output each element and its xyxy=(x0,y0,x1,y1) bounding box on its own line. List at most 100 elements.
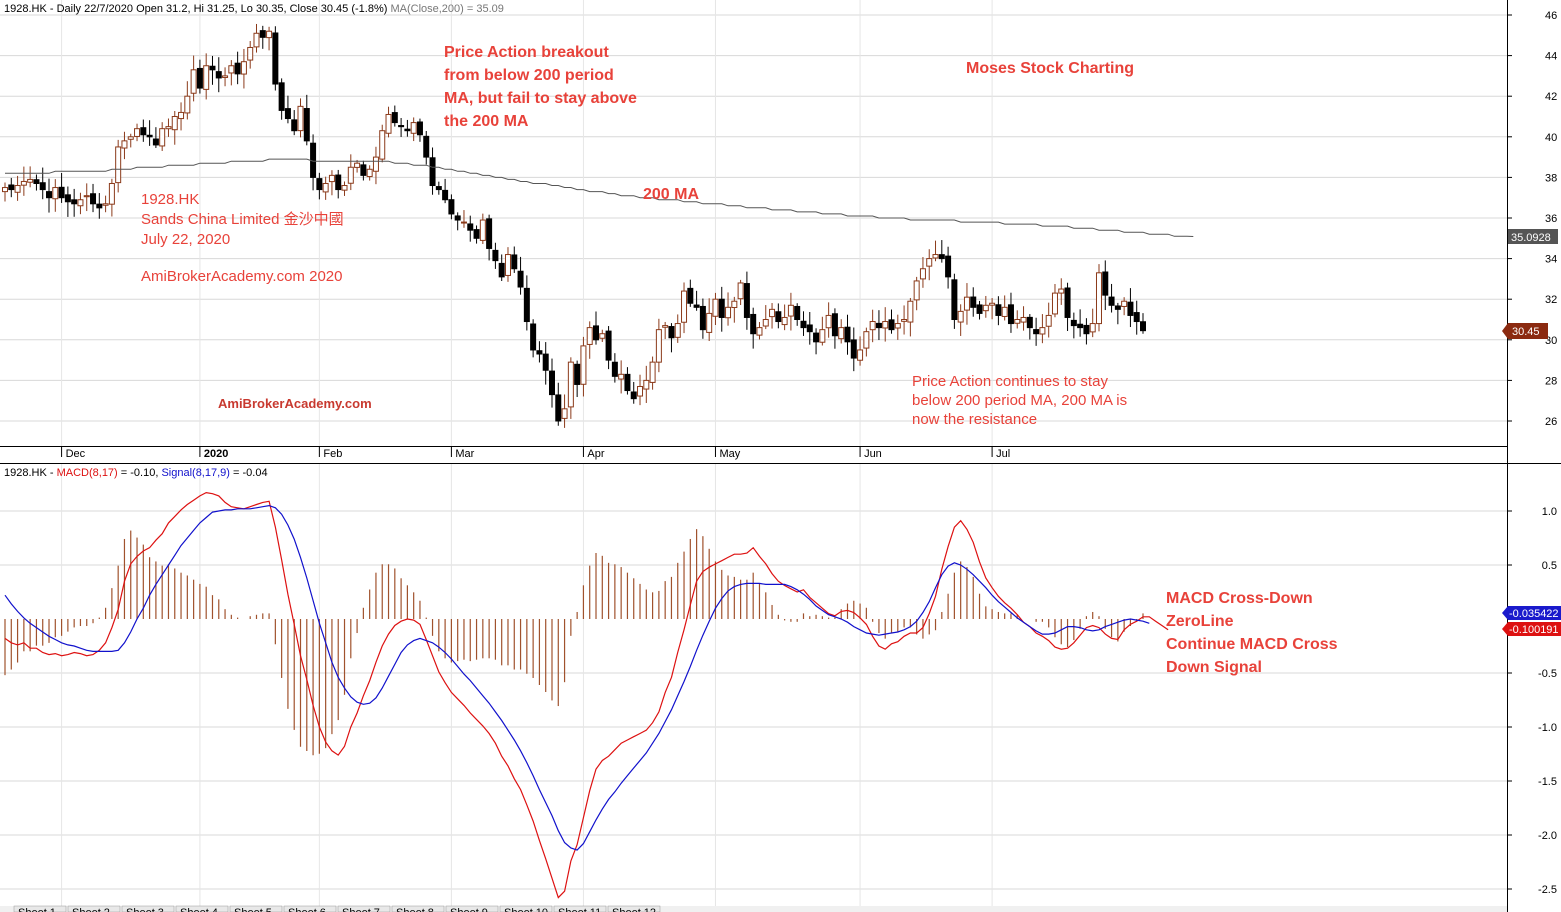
sheet-tab-label[interactable]: Sheet 8 xyxy=(396,907,434,912)
candle xyxy=(542,342,549,385)
candle xyxy=(284,95,291,124)
sheet-tab[interactable] xyxy=(553,905,607,912)
macd-tick-label: -0.5 xyxy=(1538,668,1557,680)
sheet-tab-label[interactable]: Sheet 7 xyxy=(342,907,380,912)
candle xyxy=(2,182,8,202)
candle xyxy=(611,353,618,383)
macd-tick-label: 0.5 xyxy=(1542,560,1557,572)
sheet-tab-label[interactable]: Sheet 1 xyxy=(18,907,56,912)
candle xyxy=(1026,314,1033,340)
candle xyxy=(58,172,65,203)
svg-text:the 200 MA: the 200 MA xyxy=(444,113,529,130)
candle xyxy=(624,367,631,395)
sheet-tab-label[interactable]: Sheet 2 xyxy=(72,907,110,912)
price-pane xyxy=(0,0,1507,447)
month-label: Mar xyxy=(455,448,474,460)
price-tick-label: 42 xyxy=(1545,91,1557,103)
candle xyxy=(134,123,141,142)
svg-text:Price Action breakout: Price Action breakout xyxy=(444,44,609,61)
candle xyxy=(938,240,945,263)
sheet-tab-label[interactable]: Sheet 3 xyxy=(126,907,164,912)
svg-text:from below 200 period: from below 200 period xyxy=(444,67,614,84)
candle xyxy=(127,133,134,148)
price-grid xyxy=(0,0,1507,446)
candle xyxy=(1083,318,1090,345)
price-tick-label: 40 xyxy=(1545,132,1557,144)
sheet-tab[interactable] xyxy=(121,905,175,912)
candle xyxy=(1127,288,1134,328)
candle xyxy=(467,215,474,242)
candle xyxy=(712,292,719,326)
svg-text:now the resistance: now the resistance xyxy=(912,411,1037,428)
price-tick-label: 38 xyxy=(1545,172,1557,184)
sheet-tab-label[interactable]: Sheet 4 xyxy=(180,907,218,912)
candle xyxy=(800,311,807,336)
candle xyxy=(234,51,241,85)
price-tick-label: 44 xyxy=(1545,51,1557,63)
candle xyxy=(725,292,732,326)
candle xyxy=(278,78,285,120)
svg-text:1928.HK: 1928.HK xyxy=(141,191,199,208)
candle xyxy=(567,357,574,419)
candle xyxy=(222,67,229,87)
candle xyxy=(548,358,555,408)
macd-tick-label: -1.0 xyxy=(1538,722,1557,734)
svg-text:-0.035422: -0.035422 xyxy=(1509,608,1559,620)
price-tick-label: 36 xyxy=(1545,213,1557,225)
candle xyxy=(1077,309,1084,337)
sheet-tab[interactable] xyxy=(67,905,121,912)
sheet-tab-label[interactable]: Sheet 6 xyxy=(288,907,326,912)
price-tick-label: 46 xyxy=(1545,10,1557,22)
candle xyxy=(794,303,801,326)
macd-annotation: MACD Cross-Down ZeroLine Continue MACD C… xyxy=(1166,590,1338,676)
sheet-tab[interactable] xyxy=(283,905,337,912)
candle xyxy=(121,131,128,160)
candle xyxy=(687,279,694,307)
candle xyxy=(291,110,298,136)
candle xyxy=(643,365,650,403)
candle xyxy=(454,212,461,231)
sheet-tab-label[interactable]: Sheet 10 xyxy=(504,907,548,912)
sheet-tab[interactable] xyxy=(499,905,553,912)
sheet-tab[interactable] xyxy=(229,905,283,912)
ma-label: 200 MA xyxy=(643,186,699,203)
candle xyxy=(756,322,763,340)
candle xyxy=(215,57,222,93)
candle xyxy=(561,394,568,428)
candle xyxy=(1039,314,1046,344)
resistance-annotation: Price Action continues to stay below 200… xyxy=(912,373,1127,428)
candle xyxy=(536,341,543,363)
candle xyxy=(693,290,700,311)
sheet-tab-label[interactable]: Sheet 5 xyxy=(234,907,272,912)
sheet-tab-label[interactable]: Sheet 11 xyxy=(558,907,601,912)
candle xyxy=(750,307,757,349)
sheet-tab[interactable] xyxy=(391,905,445,912)
candle xyxy=(504,247,511,282)
candle xyxy=(819,316,826,346)
sheet-tab[interactable] xyxy=(13,905,67,912)
month-label: 2020 xyxy=(204,448,228,460)
sheet-tabs[interactable]: Sheet 1 Sheet 2 Sheet 3 Sheet 4 Sheet 5 Sheet… xyxy=(13,905,661,912)
candle xyxy=(303,94,310,146)
close-value-badge: 30.45 xyxy=(1502,323,1548,339)
sheet-tab[interactable] xyxy=(175,905,229,912)
sheet-tab-label[interactable]: Sheet 9 xyxy=(450,907,488,912)
candle xyxy=(1108,283,1115,313)
candle xyxy=(668,323,675,353)
sheet-tab[interactable] xyxy=(607,905,661,912)
candle xyxy=(662,321,669,340)
macd-pane-header: 1928.HK - MACD(8,17) = -0.10, Signal(8,1… xyxy=(4,467,268,479)
candle xyxy=(1001,295,1008,321)
candle xyxy=(593,311,600,345)
candle xyxy=(989,298,996,320)
candle xyxy=(228,60,235,86)
candle xyxy=(316,172,323,200)
candle xyxy=(1114,302,1121,325)
price-tick-label: 26 xyxy=(1545,416,1557,428)
candle xyxy=(165,118,172,137)
sheet-tab[interactable] xyxy=(337,905,391,912)
sheet-tab[interactable] xyxy=(445,905,499,912)
candle xyxy=(517,256,524,295)
sheet-tab-label[interactable]: Sheet 12 xyxy=(612,907,656,912)
